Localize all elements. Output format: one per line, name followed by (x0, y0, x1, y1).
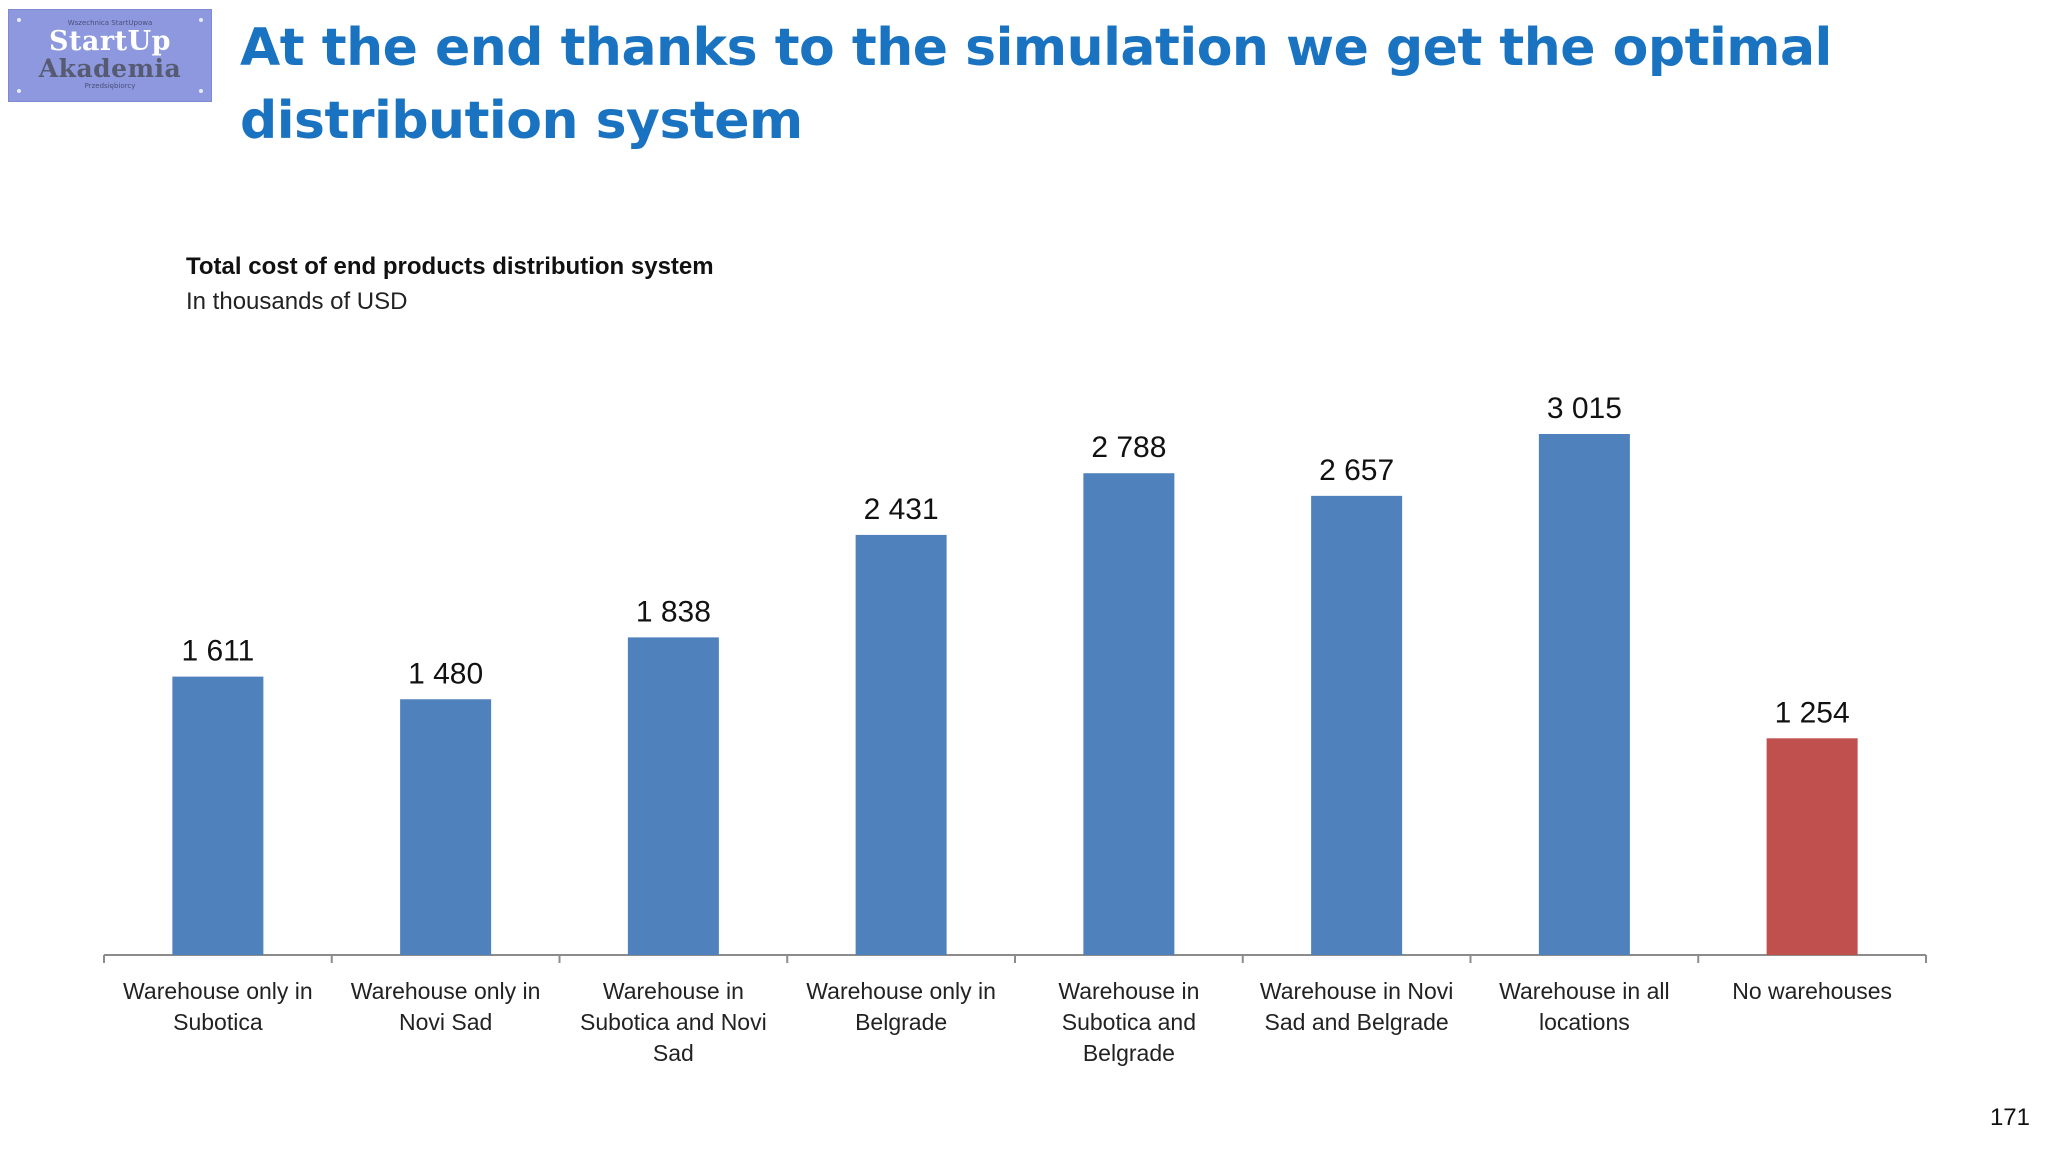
data-label-7: 3 015 (1547, 392, 1622, 425)
category-label-5: Warehouse in (1058, 978, 1199, 1004)
category-label-4: Warehouse only in (806, 978, 996, 1004)
category-label-8: No warehouses (1732, 978, 1892, 1004)
bar-1 (172, 676, 264, 955)
page-number: 171 (1989, 1104, 2030, 1131)
category-label-6: Sad and Belgrade (1265, 1009, 1449, 1035)
bar-6 (1311, 495, 1403, 955)
chart-subtitle: In thousands of USD (186, 288, 408, 315)
category-label-4: Belgrade (855, 1009, 947, 1035)
logo-top-text: Wszechnica StartUpowa (67, 19, 153, 27)
bar-4 (855, 534, 947, 955)
category-label-6: Warehouse in Novi (1260, 978, 1453, 1004)
bar-3 (627, 637, 719, 955)
data-label-6: 2 657 (1319, 454, 1394, 487)
bar-2 (400, 699, 492, 955)
startup-akademia-logo: Wszechnica StartUpowa StartUp Akademia P… (8, 9, 212, 102)
category-label-5: Belgrade (1083, 1040, 1175, 1066)
bar-7 (1538, 434, 1630, 955)
logo-bottom-text: Przedsiębiorcy (84, 82, 136, 90)
data-label-4: 2 431 (864, 493, 939, 526)
category-label-1: Warehouse only in (123, 978, 313, 1004)
data-label-3: 1 838 (636, 595, 711, 628)
data-label-1: 1 611 (181, 635, 254, 668)
data-label-2: 1 480 (408, 657, 483, 690)
category-label-7: locations (1539, 1009, 1630, 1035)
slide-title: At the end thanks to the simulation we g… (240, 18, 1832, 151)
category-label-1: Subotica (173, 1009, 263, 1035)
category-label-7: Warehouse in all (1499, 978, 1669, 1004)
bar-8 (1766, 738, 1858, 955)
data-label-8: 1 254 (1775, 696, 1850, 729)
category-label-3: Subotica and Novi (580, 1009, 767, 1035)
category-label-3: Warehouse in (603, 978, 744, 1004)
data-label-5: 2 788 (1091, 431, 1166, 464)
category-label-2: Novi Sad (399, 1009, 492, 1035)
logo-line-startup: StartUp (48, 26, 172, 57)
category-label-3: Sad (653, 1040, 694, 1066)
bar-5 (1083, 473, 1175, 955)
category-label-5: Subotica and (1062, 1009, 1196, 1035)
chart-title: Total cost of end products distribution … (186, 253, 714, 280)
category-label-2: Warehouse only in (351, 978, 541, 1004)
logo-line-akademia: Akademia (38, 54, 182, 83)
